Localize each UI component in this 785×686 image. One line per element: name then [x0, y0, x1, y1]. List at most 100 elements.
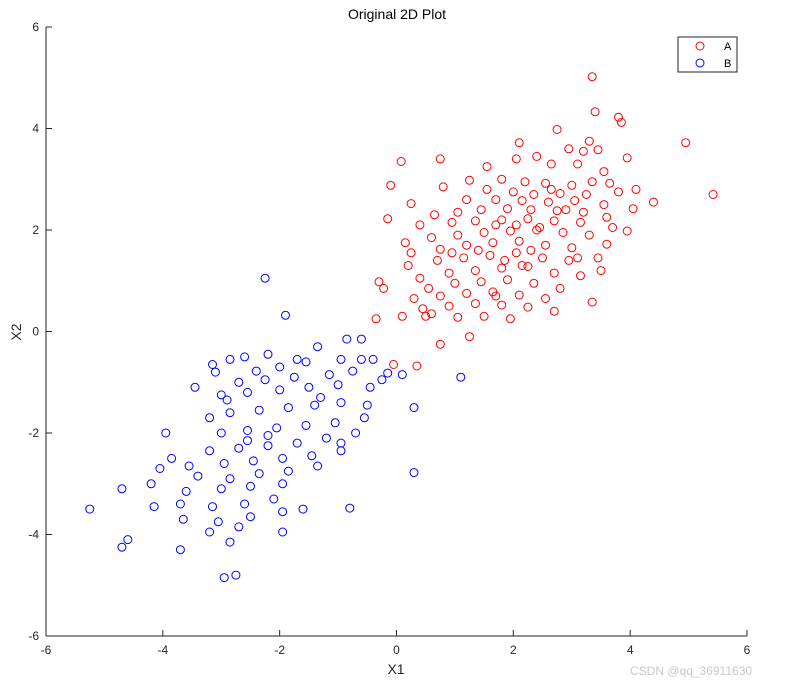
data-point-a	[581, 190, 591, 199]
data-point-a	[482, 162, 492, 172]
data-point-b	[260, 273, 270, 283]
data-point-b	[225, 408, 235, 418]
data-point-a	[470, 216, 480, 226]
data-point-b	[254, 469, 264, 479]
data-point-b	[377, 375, 387, 385]
x-tick-label: -4	[157, 643, 168, 657]
data-point-b	[278, 527, 288, 537]
data-point-b	[210, 367, 220, 377]
data-point-b	[307, 451, 317, 461]
x-tick-label: 2	[510, 643, 517, 657]
data-point-b	[333, 380, 343, 390]
data-point-b	[356, 354, 366, 364]
data-point-a	[526, 245, 536, 255]
data-point-a	[447, 248, 457, 258]
data-point-b	[117, 484, 127, 494]
data-point-a	[497, 300, 507, 310]
data-point-b	[269, 494, 279, 504]
data-point-b	[324, 370, 334, 380]
data-point-a	[517, 196, 527, 206]
data-point-a	[614, 112, 623, 122]
data-point-a	[435, 154, 445, 164]
data-point-b	[321, 433, 331, 443]
data-point-b	[292, 354, 302, 364]
data-point-a	[532, 225, 542, 235]
data-point-b	[348, 366, 358, 376]
data-point-a	[444, 268, 454, 278]
data-point-a	[602, 212, 612, 222]
data-point-b	[409, 403, 419, 413]
data-point-a	[514, 236, 524, 246]
data-point-a	[614, 187, 623, 197]
data-point-a	[430, 210, 439, 220]
data-point-b	[260, 375, 270, 385]
data-point-a	[558, 228, 568, 237]
data-point-b	[146, 479, 156, 489]
data-point-b	[336, 398, 346, 408]
data-point-a	[488, 238, 498, 248]
data-point-a	[576, 217, 585, 227]
data-point-a	[584, 136, 594, 146]
data-point-b	[368, 354, 378, 364]
data-point-b	[397, 370, 407, 380]
data-point-b	[263, 441, 273, 451]
data-point-b	[246, 512, 255, 522]
data-point-a	[511, 248, 521, 258]
data-point-a	[514, 290, 524, 300]
data-point-a	[587, 72, 597, 82]
x-axis-label: X1	[387, 661, 404, 677]
data-point-a	[561, 205, 571, 215]
data-point-a	[552, 206, 562, 216]
series-b	[85, 273, 466, 583]
legend-marker-b	[695, 58, 705, 68]
data-point-a	[567, 180, 577, 190]
data-point-b	[178, 514, 188, 524]
data-point-b	[219, 573, 229, 583]
data-point-b	[149, 502, 159, 512]
data-point-a	[409, 294, 419, 303]
data-point-a	[497, 174, 507, 184]
data-point-a	[593, 253, 603, 263]
data-point-b	[193, 471, 203, 481]
data-point-b	[155, 464, 165, 473]
data-point-a	[453, 312, 463, 322]
data-point-a	[541, 178, 550, 188]
data-point-b	[336, 438, 346, 448]
data-point-b	[225, 474, 235, 484]
plot-area	[46, 27, 747, 636]
data-point-b	[359, 413, 369, 423]
series-a	[371, 72, 718, 371]
x-tick-label: 6	[744, 643, 751, 657]
data-point-b	[248, 456, 258, 466]
data-point-b	[316, 393, 326, 402]
data-point-a	[482, 184, 492, 194]
data-point-b	[281, 310, 290, 320]
x-tick-label: -6	[41, 643, 52, 657]
data-point-b	[167, 453, 177, 463]
data-point-a	[584, 230, 594, 240]
data-point-a	[421, 311, 431, 321]
data-point-b	[85, 504, 95, 514]
data-point-a	[479, 311, 489, 321]
watermark: CSDN @qq_36911630	[630, 664, 753, 678]
data-point-b	[345, 503, 355, 513]
data-point-a	[578, 207, 588, 217]
data-point-b	[310, 400, 320, 410]
data-point-a	[447, 217, 457, 227]
data-point-a	[462, 195, 472, 205]
legend-label-b: B	[724, 58, 731, 70]
data-point-a	[396, 157, 406, 166]
data-point-b	[216, 484, 226, 494]
data-point-a	[462, 288, 472, 298]
data-point-a	[590, 107, 600, 117]
data-point-a	[389, 360, 399, 369]
data-point-a	[546, 184, 556, 194]
data-point-b	[161, 428, 171, 438]
legend-marker-a	[695, 41, 705, 51]
data-point-a	[459, 253, 469, 263]
data-point-a	[535, 223, 545, 232]
data-point-b	[275, 362, 285, 372]
data-point-b	[208, 502, 217, 512]
data-point-b	[205, 527, 215, 537]
data-point-b	[301, 420, 311, 430]
